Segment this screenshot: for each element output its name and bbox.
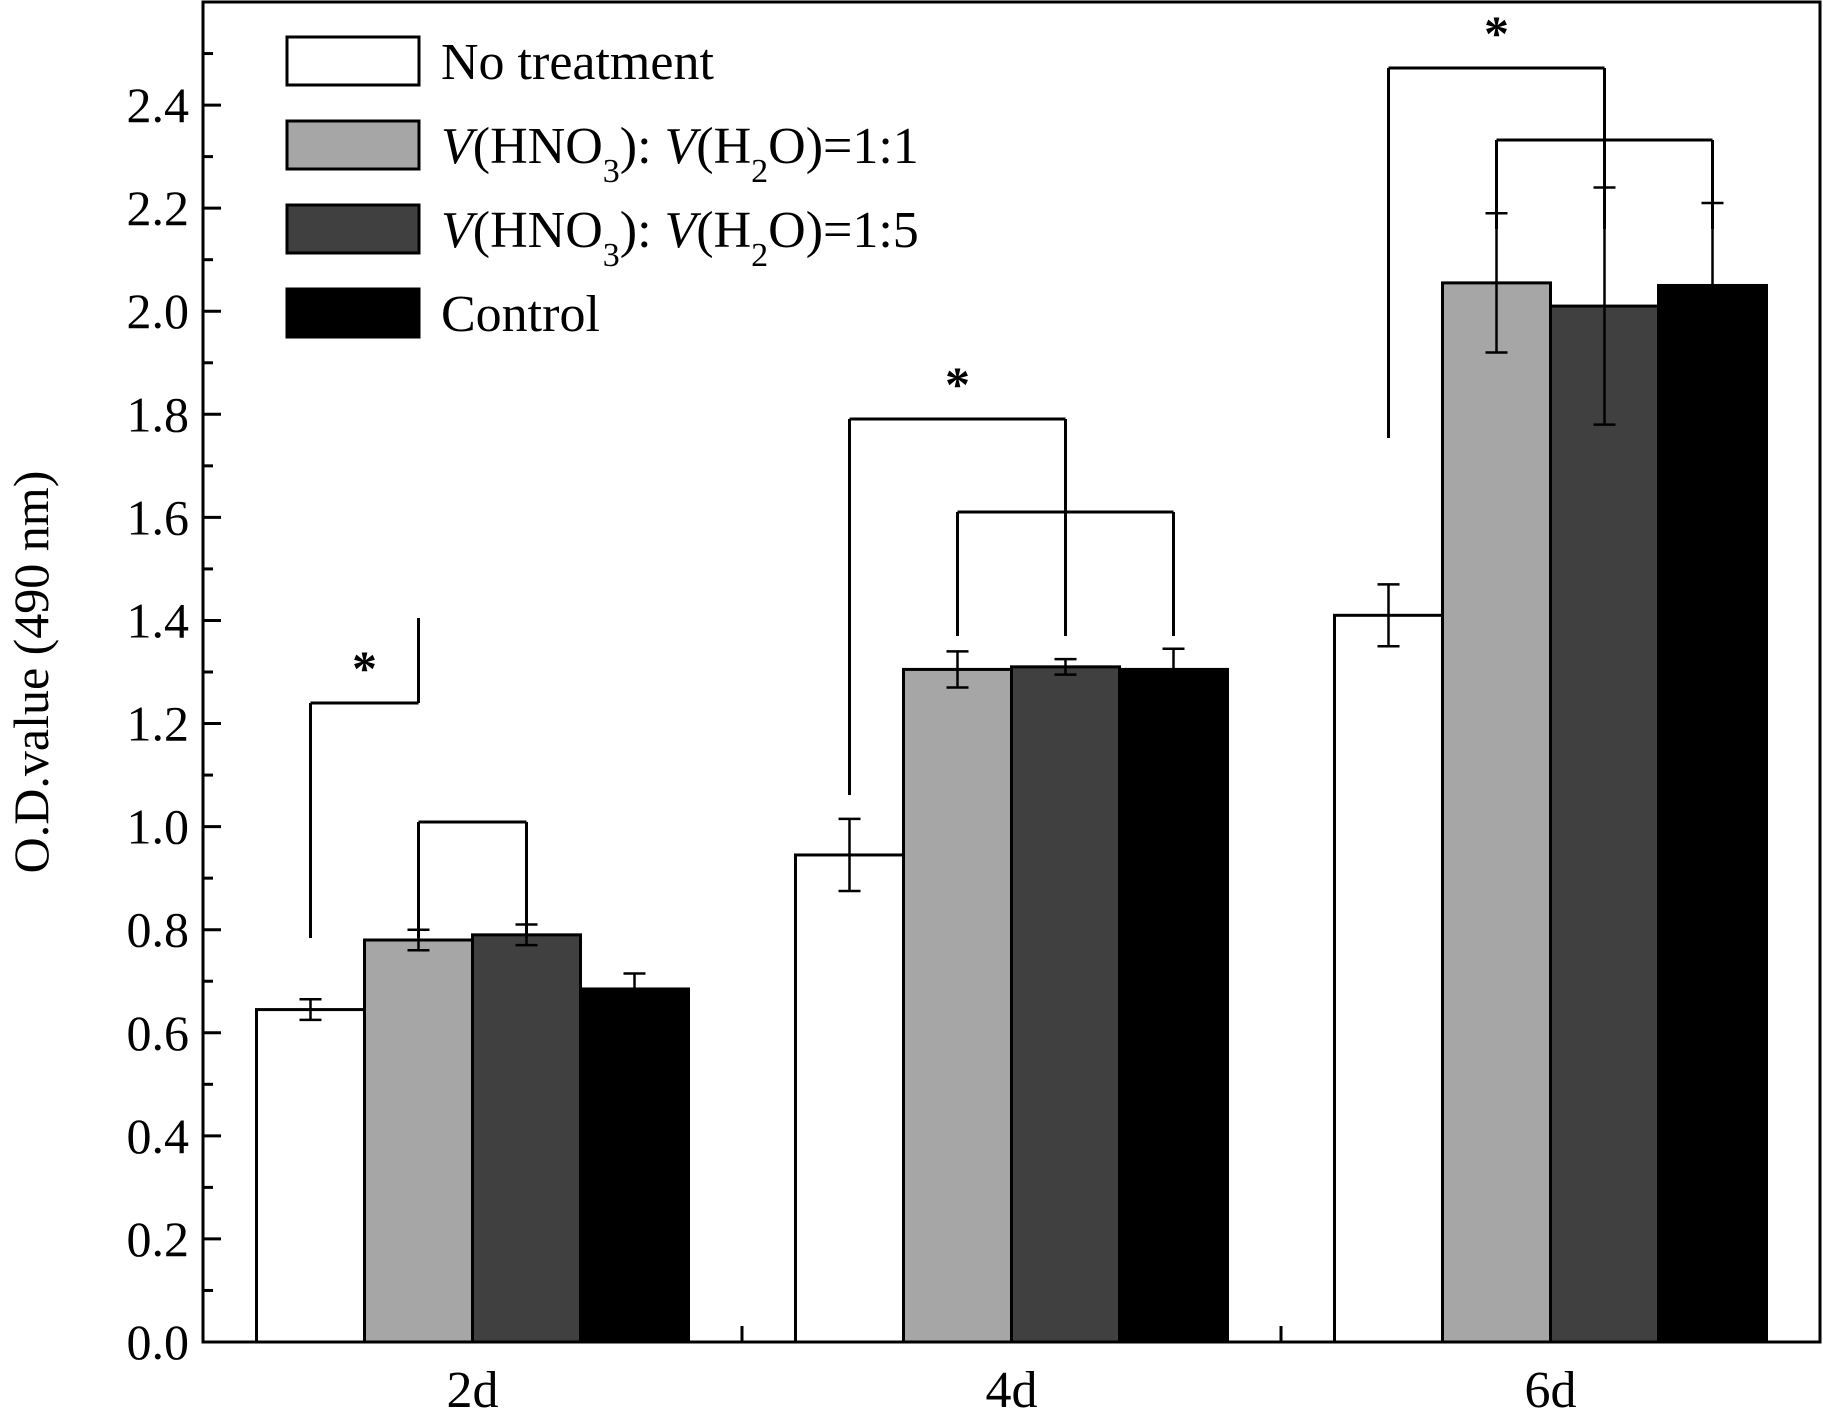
legend-label-part: V xyxy=(665,118,702,175)
bar xyxy=(363,938,474,1344)
y-tick-label: 2.0 xyxy=(127,283,190,339)
x-tick-label: 4d xyxy=(986,1362,1038,1419)
x-tick-label: 6d xyxy=(1525,1362,1577,1419)
legend-label-part: 2 xyxy=(751,153,768,190)
x-axis: 2d 4d 6d xyxy=(447,1326,1577,1419)
legend-label: No treatment xyxy=(441,34,714,91)
y-tick-label: 0.2 xyxy=(127,1211,190,1267)
y-tick-label: 0.6 xyxy=(127,1005,190,1061)
legend-label-part: 2 xyxy=(751,237,768,274)
y-tick-label: 0.4 xyxy=(127,1108,190,1164)
significance-star: * xyxy=(352,640,377,696)
legend-label-part: ): xyxy=(620,202,665,259)
bar xyxy=(471,933,582,1344)
legend-label-part: V xyxy=(441,118,478,175)
legend-label-part: (HNO xyxy=(473,118,603,175)
bar xyxy=(1441,281,1552,1344)
legend-label-part: (H xyxy=(696,118,751,175)
bar xyxy=(255,1008,366,1344)
y-tick-label: 0.0 xyxy=(127,1314,190,1370)
y-tick-label: 1.2 xyxy=(127,696,190,752)
y-axis: 0.0 0.2 0.4 0.6 0.8 1.0 1.2 1.4 1.6 1.8 2.0 2.2 2.4 xyxy=(127,52,221,1370)
legend-label-part: V xyxy=(665,202,702,259)
y-axis-title: O.D.value (490 nm) xyxy=(3,471,59,874)
y-tick-label: 2.2 xyxy=(127,180,190,236)
legend-label-part: V xyxy=(441,202,478,259)
bar xyxy=(794,853,905,1344)
legend-label: Control xyxy=(441,286,600,343)
bar xyxy=(1010,665,1121,1344)
y-tick-label: 2.4 xyxy=(127,77,190,133)
y-tick-label: 1.0 xyxy=(127,799,190,855)
bar xyxy=(579,987,690,1344)
significance-star: * xyxy=(945,356,970,412)
y-tick-label: 1.4 xyxy=(127,592,190,648)
legend-label: V(HNO3): V(H2O)=1:1 xyxy=(441,118,919,190)
legend-label-part: (H xyxy=(696,202,751,259)
bar xyxy=(1333,613,1444,1344)
legend-label-part: (HNO xyxy=(473,202,603,259)
bar xyxy=(1549,304,1660,1344)
legend-label: V(HNO3): V(H2O)=1:5 xyxy=(441,202,919,274)
y-tick-label: 1.8 xyxy=(127,386,190,442)
legend-swatch xyxy=(285,119,421,171)
legend-label-part: O)=1:1 xyxy=(768,118,919,175)
bar xyxy=(1657,283,1768,1344)
significance-star: * xyxy=(1484,5,1509,61)
legend-label-part: O)=1:5 xyxy=(768,202,919,259)
legend-swatch xyxy=(285,287,421,339)
legend-label-part: 3 xyxy=(603,237,620,274)
legend-swatch xyxy=(285,35,421,87)
legend-swatch xyxy=(285,203,421,255)
legend-label-part: 3 xyxy=(603,153,620,190)
bar xyxy=(1118,667,1229,1344)
legend-label-part: ): xyxy=(620,118,665,175)
y-tick-label: 0.8 xyxy=(127,902,190,958)
bars xyxy=(255,281,1768,1344)
error-bars xyxy=(299,186,1724,1022)
x-tick-label: 2d xyxy=(447,1362,499,1419)
y-tick-label: 1.6 xyxy=(127,489,190,545)
significance-brackets: * * * xyxy=(309,5,1714,938)
bar xyxy=(902,667,1013,1344)
